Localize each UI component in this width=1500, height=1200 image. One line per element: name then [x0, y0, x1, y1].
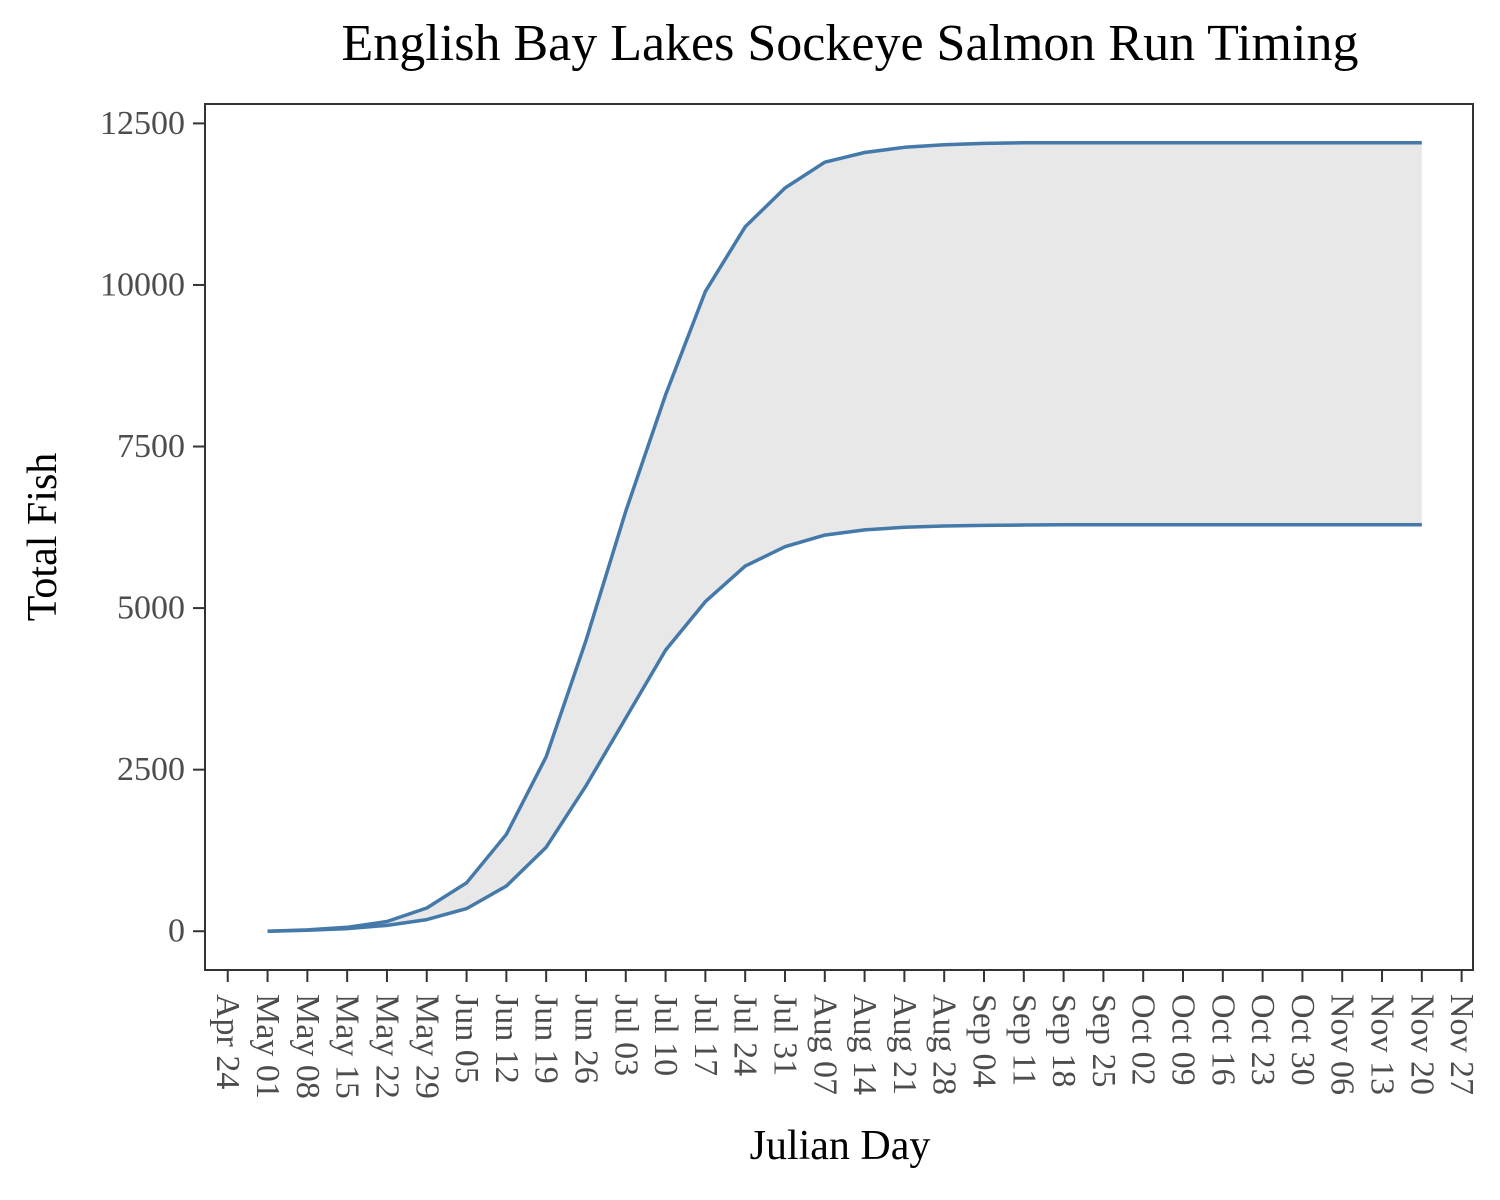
chart-title: English Bay Lakes Sockeye Salmon Run Tim… — [341, 15, 1359, 72]
x-tick-label: Jul 31 — [767, 994, 804, 1076]
x-tick-label: Nov 13 — [1364, 994, 1401, 1095]
x-tick-label: Nov 27 — [1443, 994, 1480, 1095]
x-tick-label: Oct 02 — [1125, 994, 1162, 1086]
x-tick-label: Nov 20 — [1403, 994, 1440, 1095]
y-tick-label: 0 — [168, 913, 185, 950]
y-tick-label: 12500 — [100, 105, 185, 142]
x-tick-label: Jun 19 — [528, 994, 565, 1084]
x-tick-label: Aug 14 — [846, 994, 883, 1095]
x-tick-label: Jul 17 — [687, 994, 724, 1076]
plot-panel-border — [204, 103, 1474, 971]
y-tick-label: 5000 — [117, 590, 185, 627]
x-tick-label: Jul 10 — [647, 994, 684, 1076]
x-tick-label: Oct 30 — [1284, 994, 1321, 1086]
x-tick-label: May 08 — [289, 994, 326, 1099]
x-tick-label: Aug 21 — [886, 994, 923, 1095]
x-tick-label: May 15 — [329, 994, 366, 1099]
y-axis: 0 2500 5000 7500 10000 12500 — [100, 105, 205, 950]
x-tick-label: Sep 18 — [1045, 994, 1082, 1088]
x-tick-label: Sep 25 — [1085, 994, 1122, 1088]
line-layer — [267, 141, 1422, 933]
x-tick-label: Sep 11 — [1005, 994, 1042, 1086]
x-tick-label: May 01 — [249, 994, 286, 1099]
x-tick-label: Jun 05 — [448, 994, 485, 1084]
y-tick-label: 10000 — [100, 266, 185, 303]
x-tick-label: Jul 03 — [607, 994, 644, 1076]
x-tick-label: May 29 — [408, 994, 445, 1099]
x-tick-label: May 22 — [369, 994, 406, 1099]
y-tick-label: 7500 — [117, 428, 185, 465]
x-tick-label: Jun 26 — [568, 994, 605, 1084]
x-tick-label: Oct 09 — [1165, 994, 1202, 1086]
x-tick-label: Jul 24 — [727, 994, 764, 1076]
series-line-1 — [267, 141, 1422, 933]
y-tick-label: 2500 — [117, 751, 185, 788]
x-tick-label: Jun 12 — [488, 994, 525, 1084]
x-tick-label: Oct 16 — [1204, 994, 1241, 1086]
x-axis-label: Julian Day — [749, 1123, 931, 1169]
x-tick-label: Apr 24 — [209, 994, 246, 1089]
x-tick-label: Sep 04 — [966, 994, 1003, 1088]
range-band — [267, 142, 1422, 932]
x-tick-label: Oct 23 — [1244, 994, 1281, 1086]
x-tick-label: Nov 06 — [1324, 994, 1361, 1095]
x-tick-label: Aug 07 — [806, 994, 843, 1095]
x-axis: Apr 24 May 01 May 08 May 15 May 22 May 29 Jun … — [209, 970, 1480, 1099]
band-layer — [267, 142, 1422, 932]
x-tick-label: Aug 28 — [926, 994, 963, 1095]
series-line-2 — [267, 522, 1422, 933]
